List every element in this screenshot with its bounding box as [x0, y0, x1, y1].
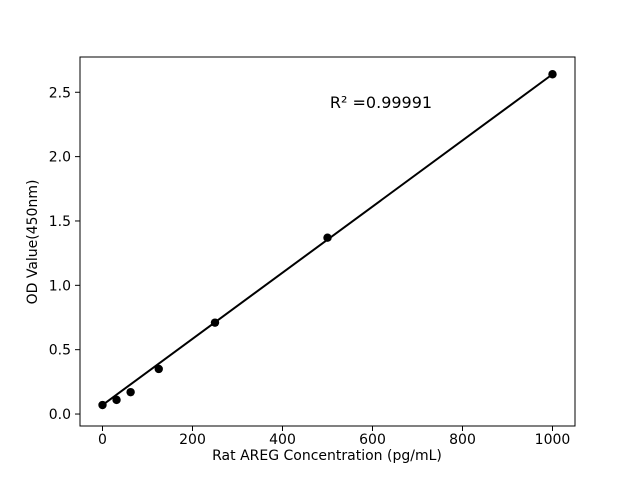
x-tick-label: 1000	[535, 432, 571, 448]
data-point	[323, 233, 332, 242]
r-squared-annotation: R² =0.99991	[330, 93, 432, 112]
data-point	[154, 364, 163, 374]
y-tick-label: 1.0	[49, 278, 71, 294]
y-tick-label: 0.5	[49, 343, 71, 359]
plot-area: 0 200 400 600 800 1000 0.0 0.5 1.0 1.5 2.0 2.5	[49, 56, 576, 448]
data-point	[112, 395, 121, 405]
x-tick-label: 600	[359, 432, 386, 448]
x-tick-label: 200	[179, 432, 206, 448]
y-tick-label: 1.5	[49, 214, 71, 230]
plot-border	[79, 56, 576, 427]
data-point	[126, 387, 135, 397]
y-tick-label: 2.0	[49, 150, 71, 166]
y-tick-label: 2.5	[49, 85, 71, 101]
x-tick-label: 800	[449, 432, 476, 448]
x-tick-label: 400	[269, 432, 296, 448]
x-tick-label: 0	[98, 432, 107, 448]
y-axis-title: OD Value(450nm)	[25, 180, 41, 305]
y-tick-label: 0.0	[49, 407, 71, 423]
data-point	[210, 318, 220, 327]
data-point	[98, 400, 107, 410]
x-axis-title: Rat AREG Concentration (pg/mL)	[212, 448, 442, 464]
data-point	[548, 70, 557, 79]
